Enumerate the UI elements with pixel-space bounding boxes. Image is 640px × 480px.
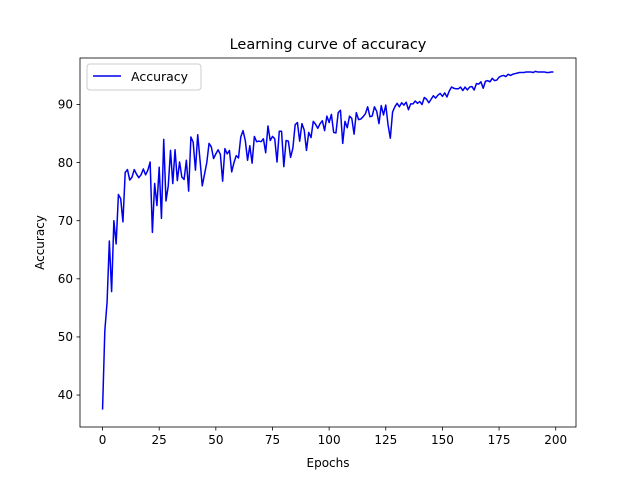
legend: Accuracy — [86, 63, 202, 91]
legend-box — [86, 63, 202, 91]
y-tick-label: 80 — [58, 156, 73, 170]
y-axis-ticks: 40 50 60 70 80 90 — [58, 98, 80, 402]
x-axis-ticks: 0 25 50 75 100 125 150 175 200 — [99, 427, 567, 447]
x-tick-label: 25 — [152, 433, 167, 447]
x-tick-label: 0 — [99, 433, 107, 447]
x-tick-label: 125 — [374, 433, 397, 447]
y-tick-label: 60 — [58, 272, 73, 286]
x-tick-label: 200 — [544, 433, 567, 447]
y-tick-label: 90 — [58, 98, 73, 112]
y-tick-label: 70 — [58, 214, 73, 228]
x-tick-label: 175 — [488, 433, 511, 447]
y-tick-label: 40 — [58, 388, 73, 402]
x-axis-label: Epochs — [307, 456, 350, 470]
x-tick-label: 75 — [265, 433, 280, 447]
y-tick-label: 50 — [58, 330, 73, 344]
series-line-accuracy — [101, 70, 554, 410]
legend-label-accuracy: Accuracy — [131, 69, 189, 84]
x-tick-label: 150 — [431, 433, 454, 447]
y-axis-label: Accuracy — [33, 215, 47, 270]
chart-title: Learning curve of accuracy — [230, 37, 427, 53]
x-tick-label: 50 — [208, 433, 223, 447]
axes-frame — [79, 57, 577, 428]
x-tick-label: 100 — [318, 433, 341, 447]
plot-area: 0 25 50 75 100 125 150 175 200 40 50 60 70 80 90 — [58, 57, 577, 447]
